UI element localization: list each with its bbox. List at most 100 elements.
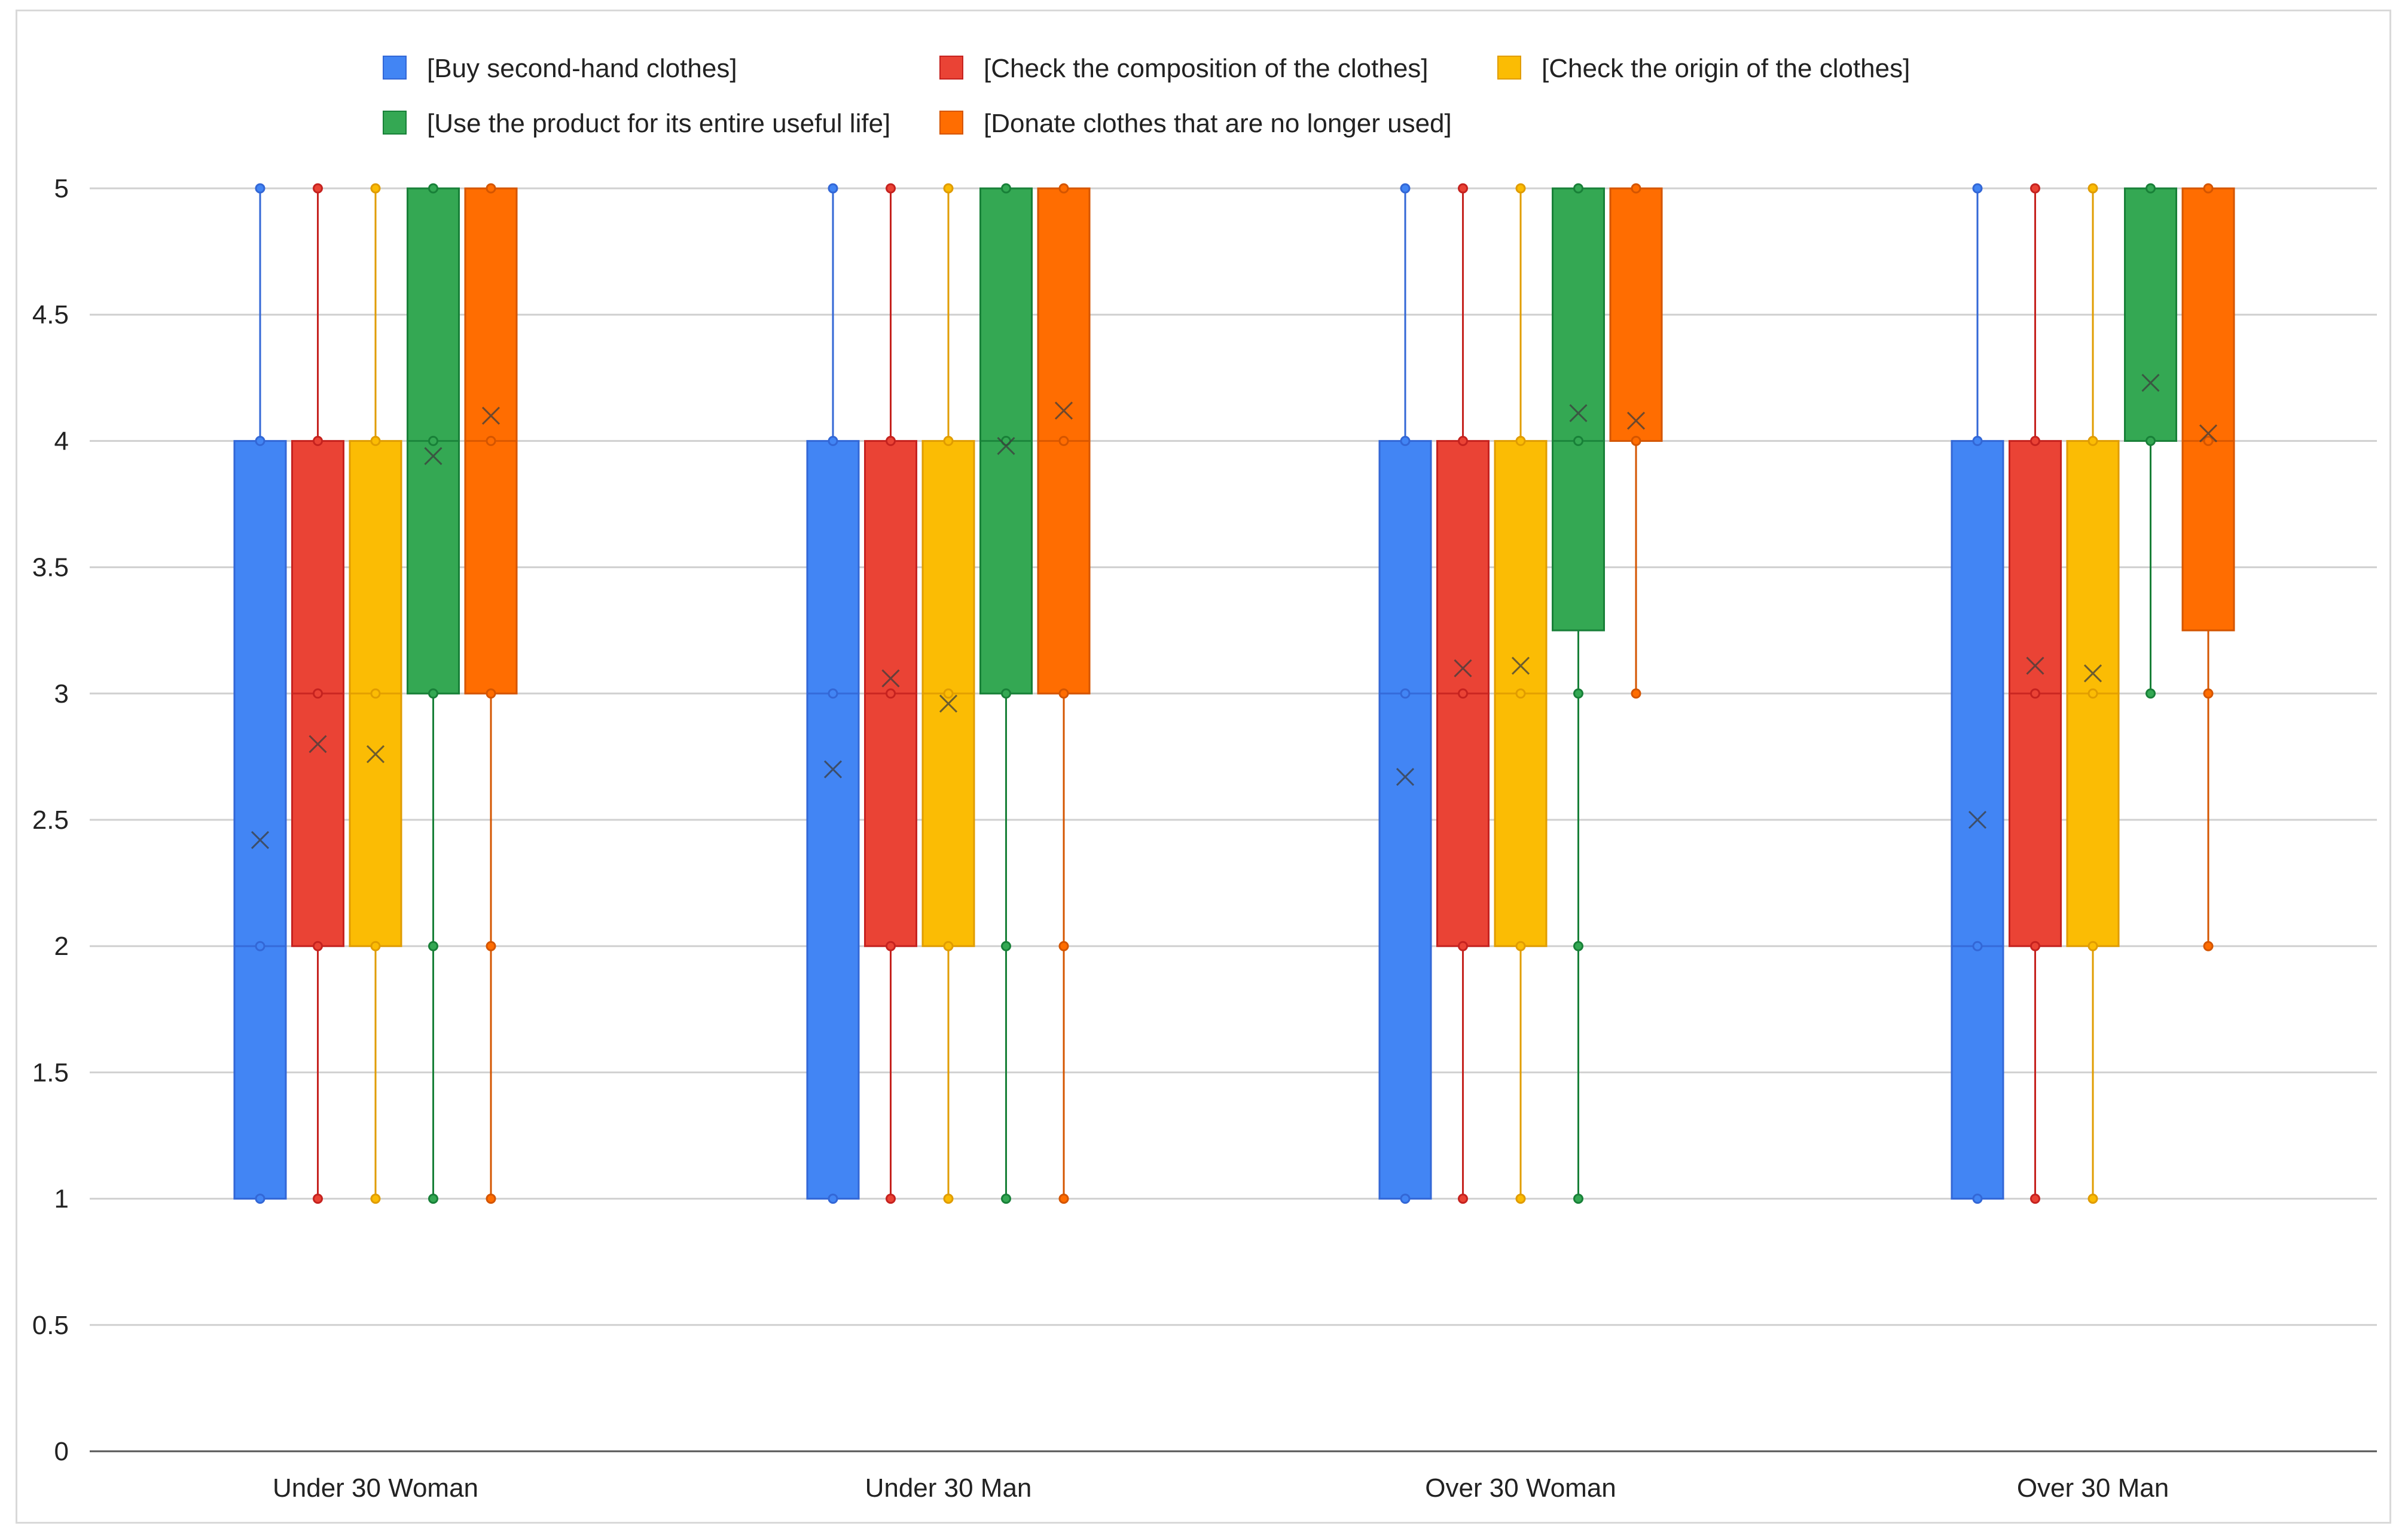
- box-4-4: [2124, 183, 2177, 699]
- y-tick-label: 4.5: [32, 300, 69, 329]
- mean-marker: [251, 831, 270, 849]
- data-point: [1458, 688, 1468, 699]
- mean-marker: [481, 407, 500, 425]
- plot-area: [233, 183, 2235, 1204]
- mean-marker: [2141, 374, 2160, 392]
- box-4-2: [979, 183, 1033, 1204]
- data-point: [255, 435, 265, 446]
- legend: [Buy second-hand clothes] [Check the comp…: [383, 54, 1910, 138]
- mean-marker: [823, 760, 843, 779]
- data-point: [2145, 183, 2156, 194]
- y-tick-label: 1: [54, 1185, 69, 1214]
- iqr-box: [2124, 187, 2177, 442]
- data-point: [1058, 435, 1069, 446]
- data-point: [428, 1194, 438, 1204]
- data-point: [2087, 435, 2098, 446]
- mean-marker: [309, 735, 327, 753]
- data-point: [428, 941, 438, 951]
- data-point: [943, 941, 954, 951]
- data-point: [1058, 941, 1069, 951]
- iqr-box: [806, 440, 860, 1200]
- mean-marker: [1569, 404, 1588, 422]
- data-point: [943, 435, 954, 446]
- data-point: [886, 435, 896, 446]
- data-point: [1573, 688, 1583, 699]
- data-point: [1515, 183, 1526, 194]
- legend-item: [Check the origin of the clothes]: [1497, 54, 1910, 83]
- y-tick-label: 5: [54, 174, 69, 203]
- data-point: [428, 435, 438, 446]
- data-point: [1972, 941, 1983, 951]
- data-point: [370, 183, 381, 194]
- data-point: [1001, 941, 1011, 951]
- box-3-1: [349, 183, 402, 1204]
- data-point: [2087, 1194, 2098, 1204]
- legend-label: [Check the origin of the clothes]: [1542, 54, 1910, 83]
- data-point: [2030, 1194, 2040, 1204]
- x-tick-label: Over 30 Man: [2017, 1473, 2169, 1503]
- data-point: [486, 1194, 496, 1204]
- data-point: [828, 688, 838, 699]
- y-tick-label: 0: [54, 1437, 69, 1466]
- legend-label: [Check the composition of the clothes]: [984, 54, 1429, 83]
- box-4-1: [407, 183, 460, 1204]
- data-point: [428, 183, 438, 194]
- data-point: [886, 688, 896, 699]
- data-point: [313, 435, 323, 446]
- mean-marker: [1511, 657, 1530, 675]
- data-point: [370, 1194, 381, 1204]
- data-point: [828, 1194, 838, 1204]
- x-tick-label: Under 30 Man: [865, 1473, 1032, 1503]
- x-tick-label: Under 30 Woman: [273, 1473, 478, 1503]
- data-point: [1001, 183, 1011, 194]
- data-point: [1972, 1194, 1983, 1204]
- data-point: [1400, 435, 1411, 446]
- box-2-3: [1436, 183, 1490, 1204]
- data-point: [486, 688, 496, 699]
- data-point: [370, 435, 381, 446]
- box-3-3: [1494, 183, 1548, 1204]
- data-point: [313, 941, 323, 951]
- box-4-3: [1552, 183, 1605, 1204]
- legend-item: [Check the composition of the clothes]: [939, 54, 1429, 83]
- data-point: [2203, 688, 2214, 699]
- data-point: [886, 941, 896, 951]
- y-axis: 0 0.5 1 1.5 2 2.5 3 3.5 4 4.5 5: [32, 174, 69, 1466]
- data-point: [1515, 1194, 1526, 1204]
- x-axis: Under 30 Woman Under 30 Man Over 30 Woman O…: [273, 1473, 2169, 1503]
- chart-frame: [16, 10, 2391, 1524]
- box-2-4: [2009, 183, 2062, 1204]
- data-point: [1001, 688, 1011, 699]
- mean-marker: [424, 447, 442, 465]
- iqr-box: [2181, 187, 2235, 631]
- data-point: [2087, 941, 2098, 951]
- y-tick-label: 3: [54, 679, 69, 709]
- iqr-box: [1552, 187, 1605, 631]
- data-point: [1058, 183, 1069, 194]
- data-point: [2145, 435, 2156, 446]
- data-point: [255, 941, 265, 951]
- mean-marker: [2199, 424, 2218, 443]
- data-point: [2030, 688, 2040, 699]
- data-point: [2145, 688, 2156, 699]
- mean-marker: [997, 437, 1015, 455]
- data-point: [1573, 435, 1583, 446]
- box-5-1: [464, 183, 518, 1204]
- mean-marker: [366, 745, 385, 764]
- data-point: [1400, 688, 1411, 699]
- legend-swatch: [939, 111, 963, 135]
- box-1-1: [233, 183, 287, 1204]
- data-point: [2203, 941, 2214, 951]
- data-point: [943, 688, 954, 699]
- data-point: [1515, 688, 1526, 699]
- legend-item: [Donate clothes that are no longer used]: [939, 109, 1452, 138]
- data-point: [1458, 1194, 1468, 1204]
- data-point: [1458, 183, 1468, 194]
- data-point: [828, 435, 838, 446]
- legend-swatch: [939, 56, 963, 80]
- box-1-3: [1378, 183, 1432, 1204]
- legend-swatch: [383, 56, 407, 80]
- mean-marker: [2026, 657, 2044, 675]
- mean-marker: [939, 694, 958, 713]
